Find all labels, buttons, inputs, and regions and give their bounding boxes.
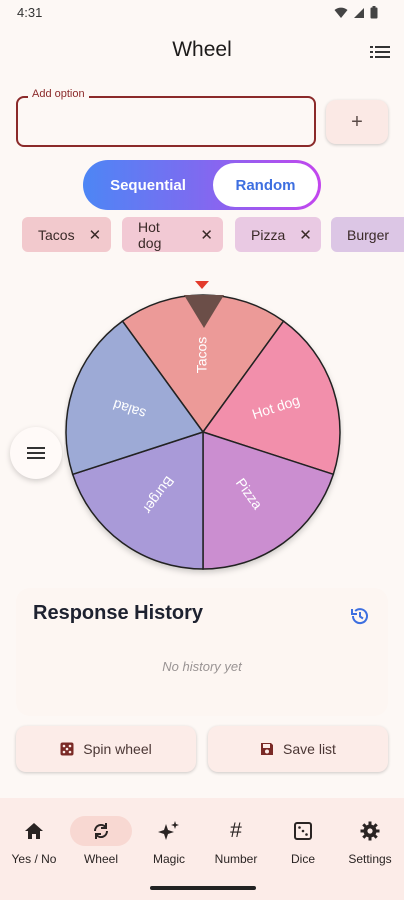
nav-label: Wheel [83, 852, 118, 866]
home-indicator [150, 886, 256, 890]
mode-sequential[interactable]: Sequential [110, 176, 186, 194]
page-title: Wheel [172, 38, 232, 61]
chip-tacos[interactable]: Tacos ✕ [22, 217, 111, 252]
chip-label: Burger [347, 226, 390, 243]
mode-toggle[interactable]: Sequential Random [83, 160, 321, 210]
nav-wheel[interactable]: Wheel [68, 816, 134, 866]
hash-icon: # [230, 819, 242, 842]
close-icon[interactable]: ✕ [200, 226, 213, 244]
nav-dice[interactable]: Dice [270, 816, 336, 866]
nav-magic[interactable]: Magic [136, 816, 202, 866]
wifi-icon [334, 7, 348, 18]
nav-label: Dice [290, 852, 315, 866]
add-option-input[interactable] [30, 110, 304, 129]
bottom-navigation: Yes / No Wheel Magic # Number Dice [0, 798, 404, 900]
chip-hot-dog[interactable]: Hot dog ✕ [122, 217, 223, 252]
chip-label: Pizza [251, 226, 286, 243]
list-menu-icon[interactable] [370, 44, 390, 60]
history-icon[interactable] [349, 605, 371, 627]
save-icon [261, 743, 274, 755]
wheel-segment [201, 320, 341, 476]
chip-pizza[interactable]: Pizza ✕ [235, 217, 321, 252]
spin-wheel-button[interactable]: Spin wheel [16, 726, 196, 772]
status-icons [334, 6, 378, 19]
wheel-segment [65, 320, 205, 476]
option-chips: Tacos ✕ Hot dog ✕ Pizza ✕ Burger ✕ [22, 217, 404, 253]
hamburger-icon [27, 447, 45, 459]
nav-label: Yes / No [11, 852, 57, 866]
chip-label: Tacos [38, 226, 75, 243]
gear-icon [360, 821, 380, 841]
wheel-segment-label: Tacos [194, 337, 210, 374]
status-time: 4:31 [17, 5, 43, 20]
add-option-field[interactable] [16, 96, 316, 147]
wheel-segment [71, 430, 204, 570]
spin-wheel-label: Spin wheel [83, 741, 152, 757]
add-option-label: Add option [28, 88, 89, 100]
wheel-segment [202, 430, 335, 570]
history-card [16, 588, 388, 716]
close-icon[interactable]: ✕ [88, 226, 102, 244]
chip-burger[interactable]: Burger ✕ [331, 217, 404, 252]
battery-icon [370, 6, 378, 19]
dice-icon [60, 742, 74, 756]
wheel-top-marker [184, 295, 224, 328]
close-icon[interactable]: ✕ [299, 226, 312, 244]
save-list-button[interactable]: Save list [208, 726, 388, 772]
save-list-label: Save list [283, 741, 336, 757]
dice-icon [294, 822, 312, 840]
add-option-button[interactable]: + [326, 100, 388, 144]
sparkle-icon [158, 821, 179, 840]
signal-icon [354, 7, 364, 18]
mode-random[interactable]: Random [213, 163, 318, 207]
wheel-menu-button[interactable] [10, 427, 62, 479]
chip-label: Hot dog [138, 218, 162, 251]
sync-icon [93, 823, 109, 839]
home-icon [25, 823, 43, 839]
nav-number[interactable]: # Number [203, 816, 269, 866]
nav-label: Settings [348, 852, 392, 866]
nav-label: Magic [152, 852, 185, 866]
wheel-segment [121, 294, 285, 434]
wheel-pointer [195, 281, 209, 289]
nav-yes-no[interactable]: Yes / No [1, 816, 67, 866]
history-empty-text: No history yet [162, 659, 242, 674]
nav-settings[interactable]: Settings [337, 816, 403, 866]
history-title: Response History [33, 602, 204, 624]
nav-label: Number [214, 852, 258, 866]
